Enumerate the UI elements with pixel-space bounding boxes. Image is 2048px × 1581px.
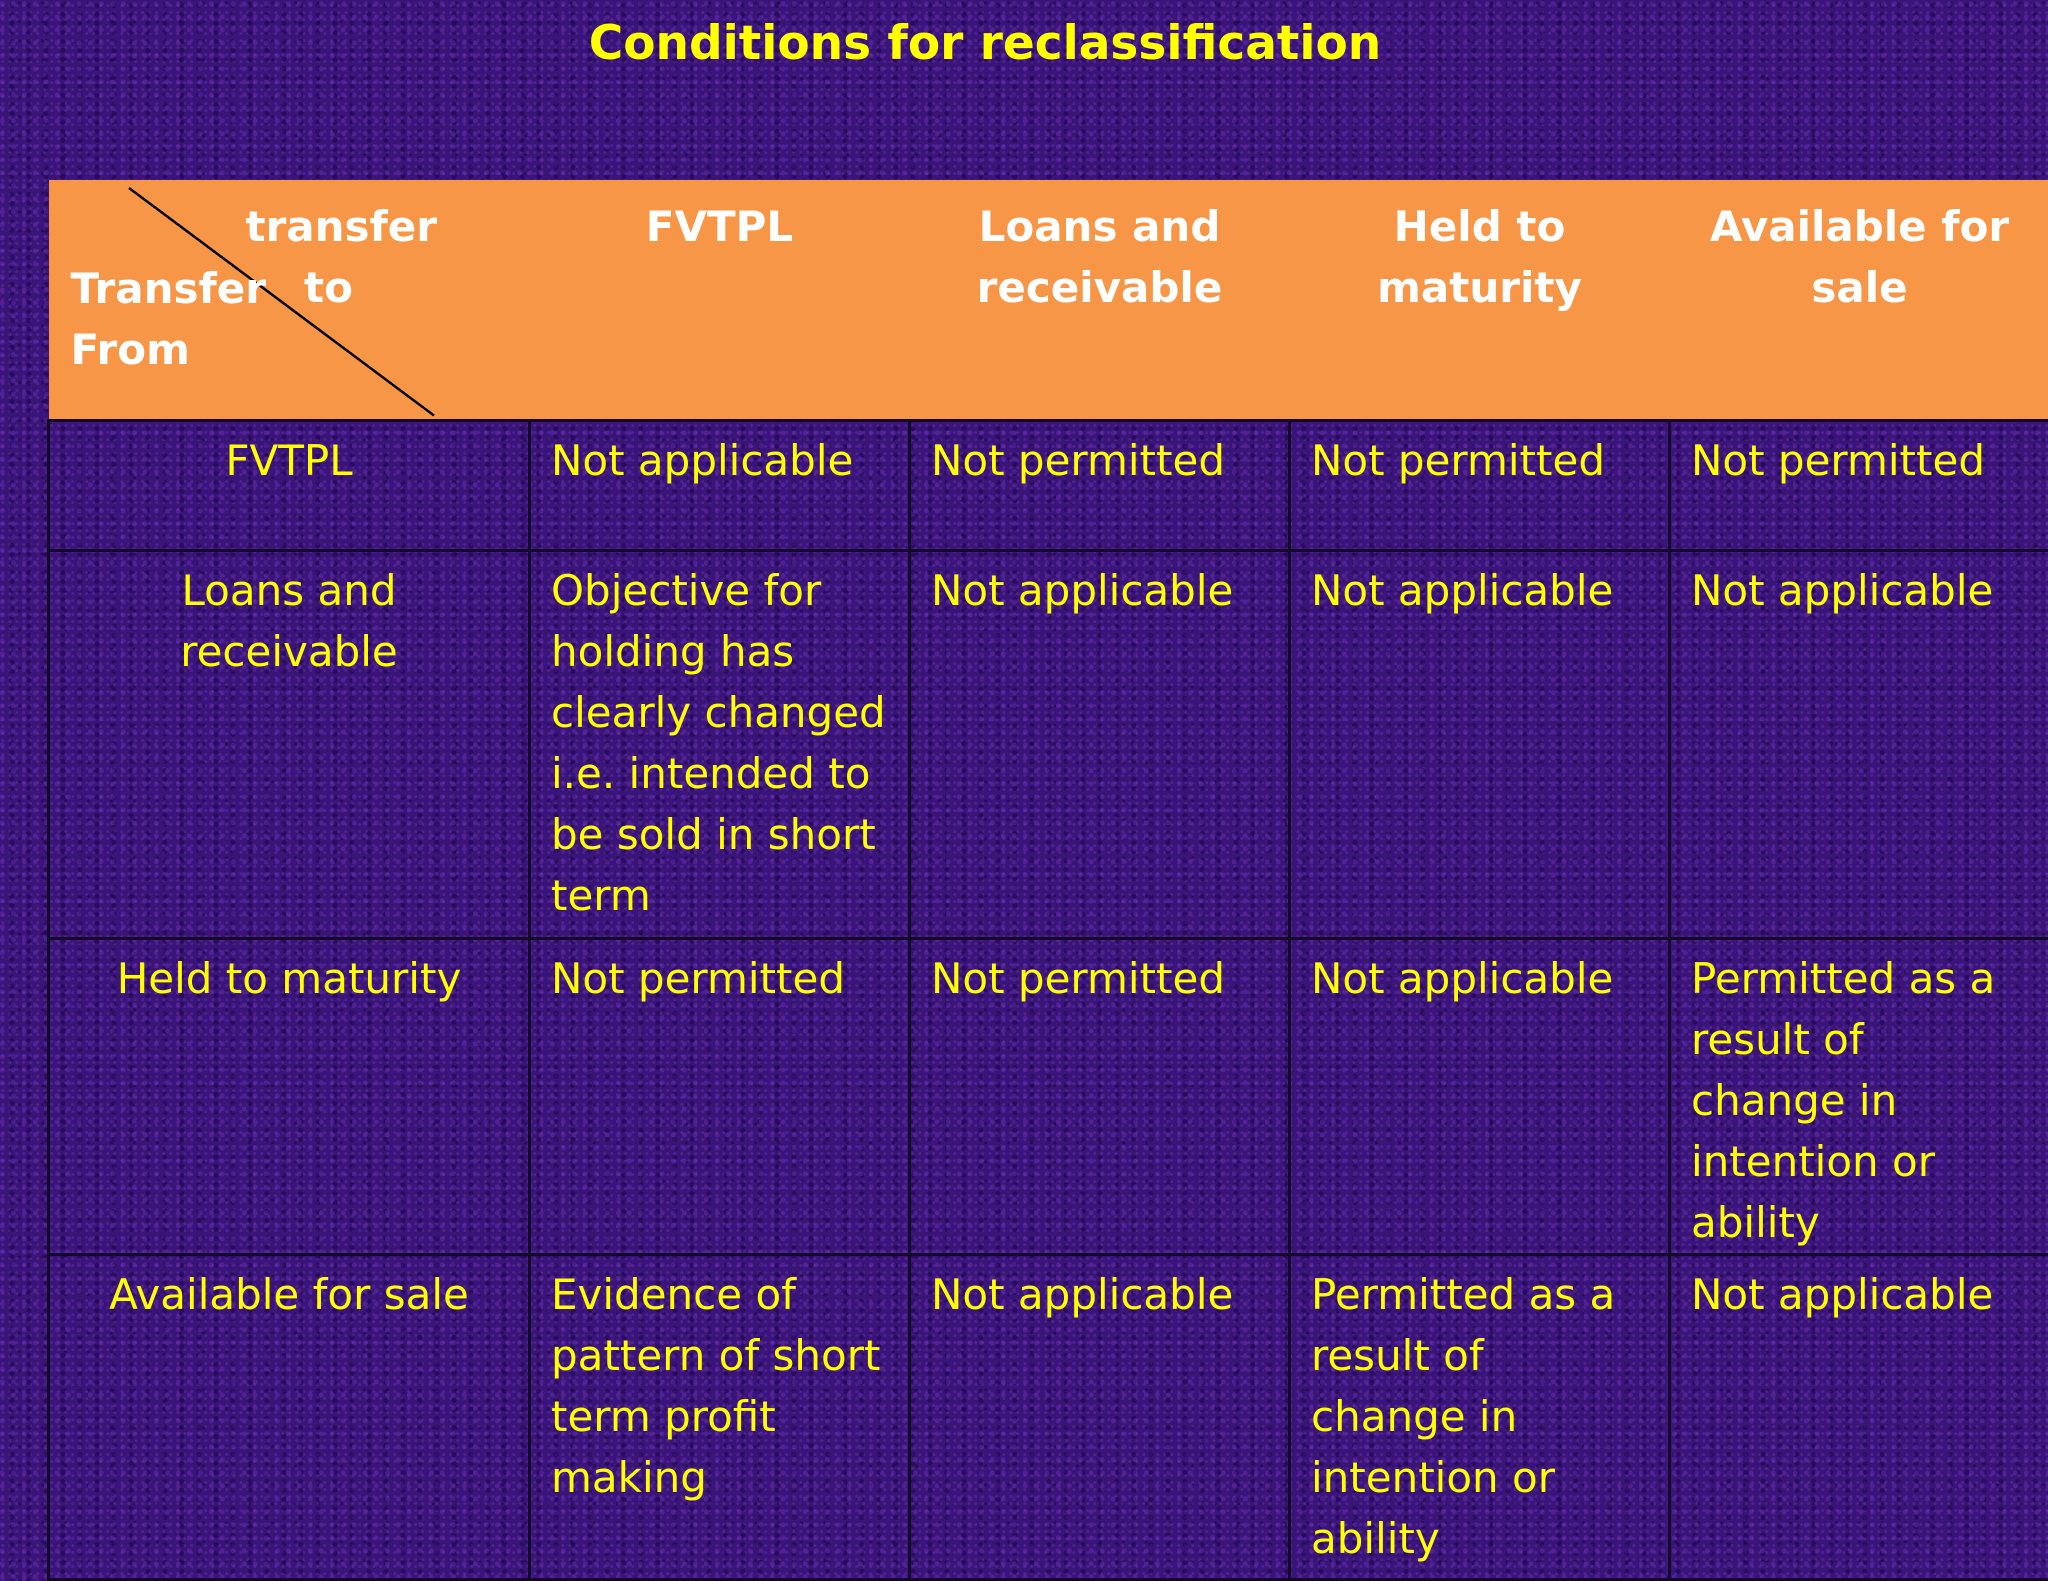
table-row: Held to maturity Not permitted Not permi… — [49, 938, 2048, 1254]
table-row: FVTPL Not applicable Not permitted Not p… — [49, 420, 2048, 550]
column-header-loans-and-receivable: Loans and receivable — [910, 180, 1290, 420]
table-header-row: transfer to Transfer From FVTPL Loans an… — [49, 180, 2048, 420]
table-cell: Not applicable — [910, 1254, 1290, 1579]
table-cell: Not applicable — [1290, 550, 1670, 938]
table-cell: Not permitted — [910, 420, 1290, 550]
table-cell: Permitted as a result of change in inten… — [1670, 938, 2048, 1254]
table-cell: Not applicable — [1290, 938, 1670, 1254]
table-cell: Not permitted — [910, 938, 1290, 1254]
reclassification-table: transfer to Transfer From FVTPL Loans an… — [47, 180, 2048, 1581]
row-header-fvtpl: FVTPL — [49, 420, 530, 550]
table-cell: Not applicable — [1670, 550, 2048, 938]
row-header-loans-and-receivable: Loans and receivable — [49, 550, 530, 938]
column-header-available-for-sale: Available for sale — [1670, 180, 2048, 420]
column-header-held-to-maturity: Held to maturity — [1290, 180, 1670, 420]
table-cell: Not applicable — [910, 550, 1290, 938]
slide-title: Conditions for reclassification — [0, 14, 1970, 74]
row-header-held-to-maturity: Held to maturity — [49, 938, 530, 1254]
table-cell: Evidence of pattern of short term profit… — [530, 1254, 910, 1579]
table-cell: Permitted as a result of change in inten… — [1290, 1254, 1670, 1579]
column-header-fvtpl: FVTPL — [530, 180, 910, 420]
corner-to-label: transfer to — [246, 196, 438, 318]
table-row: Available for sale Evidence of pattern o… — [49, 1254, 2048, 1579]
table-cell: Not applicable — [1670, 1254, 2048, 1579]
corner-from-label: Transfer From — [71, 258, 266, 380]
table-cell: Not permitted — [530, 938, 910, 1254]
table-row: Loans and receivable Objective for holdi… — [49, 550, 2048, 938]
table-cell: Not permitted — [1290, 420, 1670, 550]
table-cell: Not permitted — [1670, 420, 2048, 550]
row-header-available-for-sale: Available for sale — [49, 1254, 530, 1579]
table-cell: Objective for holding has clearly change… — [530, 550, 910, 938]
corner-header-cell: transfer to Transfer From — [49, 180, 530, 420]
table-cell: Not applicable — [530, 420, 910, 550]
